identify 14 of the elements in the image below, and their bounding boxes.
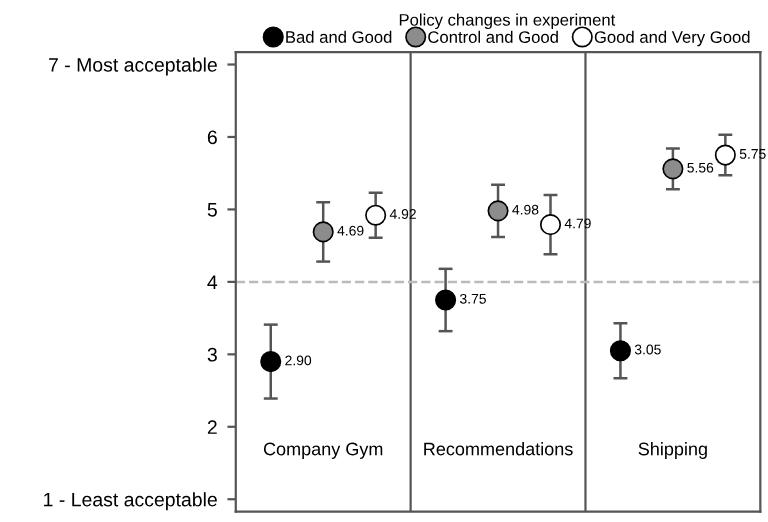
x-tick-label: Company Gym <box>263 442 383 459</box>
y-tick-label: 6 <box>207 130 217 145</box>
legend-label: Good and Very Good <box>594 30 750 47</box>
y-tick-label: 3 <box>207 347 217 362</box>
x-tick-label: Recommendations <box>424 442 573 456</box>
y-tick-label: 7 - Most acceptable <box>49 57 217 76</box>
legend-title: Policy changes in experiment <box>399 13 616 30</box>
x-tick-label: Shipping <box>638 442 707 459</box>
y-tick-label: 5 <box>207 203 217 217</box>
y-tick-label: 2 <box>207 420 217 434</box>
y-tick-label: 4 <box>207 275 218 289</box>
y-tick-label: 1 - Least acceptable <box>44 492 217 511</box>
legend-label: Bad and Good <box>286 30 392 43</box>
legend-label: Control and Good <box>428 30 558 43</box>
